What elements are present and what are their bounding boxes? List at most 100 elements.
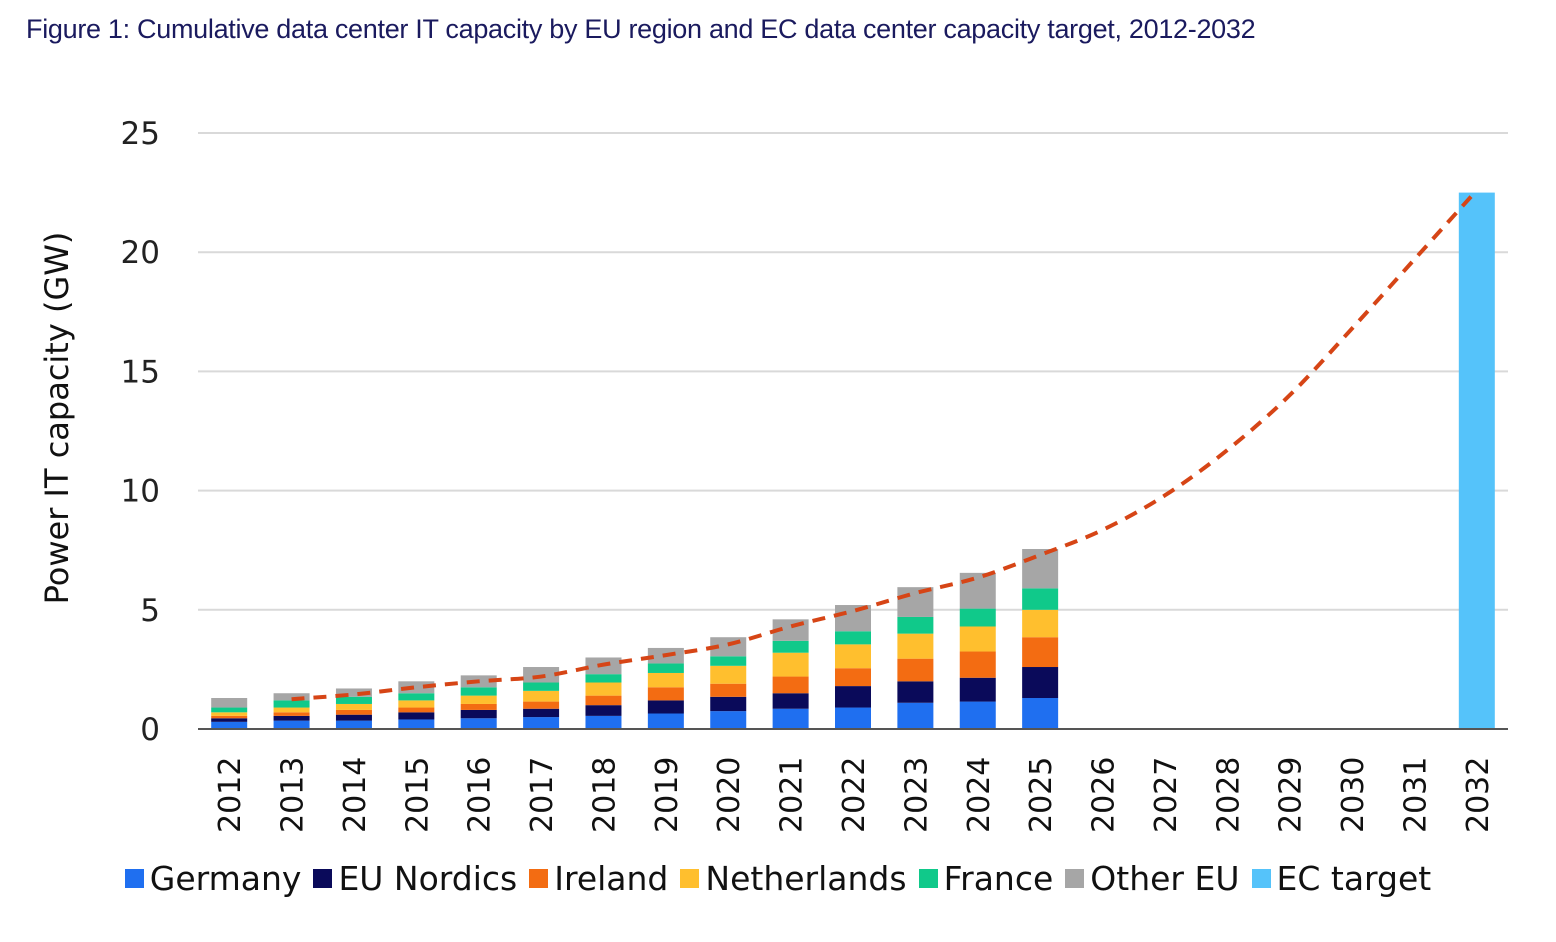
- legend-swatch: [1251, 868, 1271, 888]
- bar-segment-other-eu: [211, 698, 248, 708]
- bar-segment-germany: [211, 721, 248, 729]
- bar-segment-other-eu: [335, 688, 372, 697]
- x-tick-label: 2015: [400, 757, 435, 833]
- legend-item: Germany: [124, 858, 302, 898]
- bar-segment-netherlands: [1022, 609, 1059, 638]
- bar-segment-germany: [897, 702, 934, 729]
- y-tick-label: 5: [140, 593, 160, 629]
- bar-segment-netherlands: [523, 690, 560, 702]
- x-tick-label: 2027: [1149, 757, 1184, 833]
- legend-item: Ireland: [529, 859, 668, 898]
- bar-segment-ec-target: [1458, 192, 1495, 730]
- x-tick-label: 2031: [1398, 757, 1433, 833]
- y-axis-ticks: 0 5 10 15 20 25: [121, 116, 160, 748]
- x-tick-label: 2024: [962, 757, 997, 833]
- x-tick-label: 2029: [1274, 757, 1309, 833]
- bar-segment-eu-nordics: [585, 705, 622, 716]
- bar-segment-eu-nordics: [959, 677, 996, 702]
- bar-segment-france: [772, 640, 809, 653]
- bar-segment-ireland: [335, 709, 372, 715]
- bar-segment-netherlands: [647, 672, 684, 688]
- x-tick-label: 2026: [1087, 757, 1122, 833]
- bar-segment-netherlands: [460, 695, 497, 704]
- legend-label: France: [943, 858, 1054, 898]
- bar-segment-ireland: [460, 703, 497, 710]
- legend-item: EU Nordics: [313, 859, 517, 898]
- bar-segment-eu-nordics: [1022, 667, 1059, 699]
- bar-segment-netherlands: [710, 665, 747, 684]
- bar-segment-ireland: [835, 668, 871, 687]
- trendline-group: [291, 188, 1479, 702]
- bar-segment-eu-nordics: [211, 718, 248, 722]
- bar-segment-netherlands: [959, 626, 996, 652]
- legend-label: Ireland: [554, 858, 669, 898]
- bar-segment-ireland: [523, 701, 560, 709]
- x-tick-label: 2032: [1461, 757, 1496, 833]
- y-tick-label: 20: [121, 235, 160, 271]
- bar-segment-france: [523, 682, 560, 691]
- bar-segment-france: [897, 616, 934, 634]
- legend-item: France: [918, 858, 1054, 898]
- bar-segment-germany: [398, 719, 435, 729]
- bar-segment-germany: [335, 720, 372, 729]
- bar-segment-germany: [772, 708, 809, 729]
- x-tick-label: 2013: [276, 757, 311, 833]
- y-tick-label: 25: [121, 116, 160, 152]
- bar-segment-eu-nordics: [273, 715, 310, 721]
- bar-segment-germany: [585, 715, 622, 729]
- bar-segment-netherlands: [585, 682, 622, 696]
- x-axis-ticks: 2012 2013 2014 2015 2016 2017 2018 2019 2020 2021…: [213, 757, 1496, 833]
- bar-segment-germany: [710, 711, 747, 729]
- bar-segment-netherlands: [273, 707, 310, 713]
- bar-segment-germany: [523, 717, 560, 729]
- bar-segment-ireland: [710, 683, 747, 697]
- x-tick-label: 2014: [338, 757, 373, 833]
- bar-segment-other-eu: [1022, 549, 1059, 589]
- x-tick-label: 2019: [650, 757, 685, 833]
- legend-label: Germany: [149, 858, 302, 898]
- x-tick-label: 2021: [775, 757, 810, 833]
- bar-segment-france: [460, 687, 497, 696]
- bar-segment-ireland: [897, 658, 934, 682]
- bar-segment-eu-nordics: [647, 700, 684, 714]
- bar-segment-ireland: [647, 687, 684, 701]
- bar-segment-netherlands: [398, 700, 435, 708]
- gridlines: [198, 132, 1508, 611]
- x-tick-label: 2016: [463, 757, 498, 833]
- y-tick-label: 15: [121, 354, 160, 390]
- bar-segment-ireland: [211, 715, 248, 719]
- y-tick-label: 10: [121, 474, 160, 510]
- bar-segment-netherlands: [835, 644, 871, 669]
- x-tick-label: 2023: [899, 757, 934, 833]
- legend-swatch: [529, 868, 549, 888]
- bar-segment-france: [647, 663, 684, 673]
- bar-segment-eu-nordics: [398, 712, 435, 720]
- bar-segment-france: [211, 707, 248, 713]
- bar-segment-other-eu: [959, 572, 996, 609]
- x-tick-label: 2017: [525, 757, 560, 833]
- legend-swatch: [918, 868, 938, 888]
- bar-segment-germany: [647, 713, 684, 729]
- bar-segment-ireland: [398, 707, 435, 713]
- legend-label: Other EU: [1090, 858, 1240, 898]
- y-axis-label: Power IT capacity (GW): [38, 232, 76, 605]
- bar-segment-germany: [1022, 698, 1059, 729]
- y-tick-label: 0: [140, 712, 160, 748]
- bar-segment-germany: [959, 701, 996, 729]
- bar-segment-other-eu: [398, 681, 435, 694]
- bar-segment-france: [1022, 588, 1059, 610]
- bar-segment-netherlands: [211, 712, 248, 716]
- bar-segment-eu-nordics: [897, 681, 934, 703]
- x-tick-label: 2022: [837, 757, 872, 833]
- chart-title: Figure 1: Cumulative data center IT capa…: [26, 14, 1256, 44]
- legend-swatch: [1065, 868, 1085, 888]
- legend-item: EC target: [1251, 859, 1431, 898]
- bar-segment-ireland: [273, 712, 310, 716]
- bars-group: [211, 192, 1495, 730]
- legend-swatch: [680, 868, 700, 888]
- bar-segment-ireland: [772, 676, 809, 694]
- bar-segment-eu-nordics: [710, 696, 747, 712]
- bar-segment-germany: [835, 707, 871, 729]
- bar-segment-france: [398, 693, 435, 701]
